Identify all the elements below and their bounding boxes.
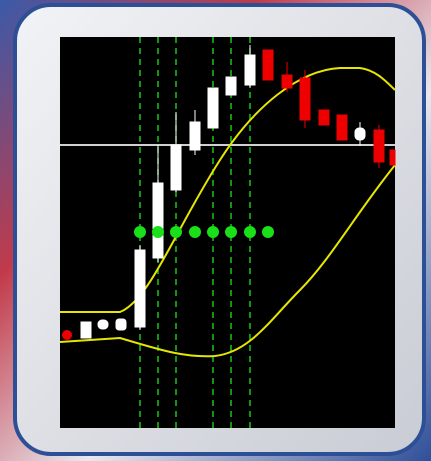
upper-band (60, 67, 396, 313)
candles (62, 45, 396, 340)
lower-band (59, 164, 396, 358)
signal-dots (134, 226, 274, 238)
